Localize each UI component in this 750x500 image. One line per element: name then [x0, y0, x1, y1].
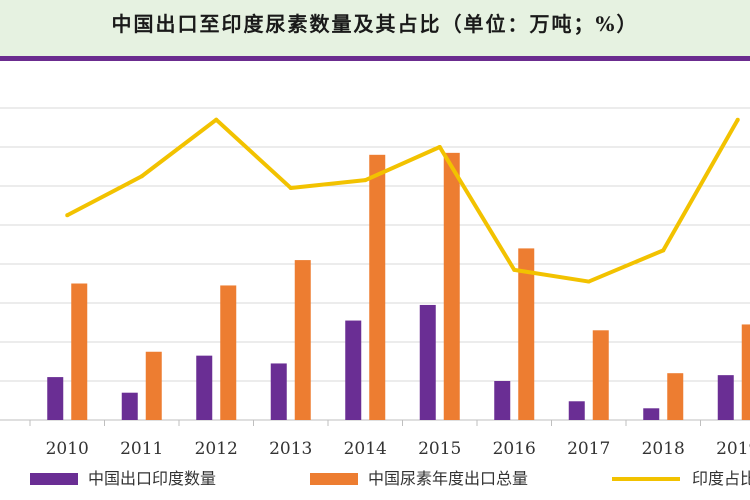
bar-total-export [294, 260, 311, 420]
x-tick-label: 2018 [642, 439, 685, 459]
title-divider [0, 56, 750, 61]
x-tick-label: 2014 [344, 439, 387, 459]
chart-title: 中国出口至印度尿素数量及其占比（单位：万吨；%） [111, 12, 639, 36]
bar-export-to-india [568, 401, 585, 420]
x-tick-label: 2016 [493, 439, 536, 459]
x-tick-label: 2019 [716, 439, 750, 459]
legend-swatch [30, 473, 78, 485]
bar-total-export [443, 152, 460, 420]
x-tick-label: 2017 [567, 439, 610, 459]
bar-total-export [518, 248, 535, 420]
legend-swatch [310, 473, 358, 485]
bar-total-export [667, 373, 684, 420]
line-point [139, 174, 144, 179]
legend-label: 中国尿素年度出口总量 [368, 469, 528, 488]
legend: 中国出口印度数量 中国尿素年度出口总量 印度占比 [30, 469, 750, 488]
bar-total-export [741, 324, 750, 420]
x-tick-label: 2011 [120, 439, 163, 459]
legend-label: 印度占比 [692, 469, 750, 488]
line-point [586, 279, 591, 284]
line-point [437, 145, 442, 149]
legend-label: 中国出口印度数量 [88, 469, 216, 488]
line-point [735, 117, 740, 122]
line-point [288, 185, 293, 190]
line-india-share [66, 117, 740, 284]
x-tick-label: 2013 [269, 439, 312, 459]
bar-export-to-india [494, 381, 511, 420]
x-axis: 2010 2011 2012 2013 2014 2015 2016 2017 2018 2019 [46, 439, 750, 459]
bar-export-to-india [121, 392, 138, 420]
bars [29, 152, 750, 426]
bar-export-to-india [270, 363, 287, 420]
legend-item: 中国尿素年度出口总量 [310, 469, 528, 488]
bar-export-to-india [643, 408, 660, 420]
title-bar [0, 0, 750, 56]
bar-export-to-india [345, 320, 362, 420]
share-line [65, 117, 740, 284]
line-point [214, 117, 219, 122]
legend-item: 印度占比 [612, 469, 750, 488]
bar-export-to-india [196, 355, 213, 420]
line-point [363, 178, 368, 183]
bar-total-export [71, 283, 88, 420]
line-point [65, 213, 70, 218]
line-point [512, 267, 517, 272]
legend-item: 中国出口印度数量 [30, 469, 216, 488]
bar-total-export [145, 351, 162, 420]
bar-total-export [369, 154, 386, 421]
x-tick-label: 2015 [418, 439, 461, 459]
bar-total-export [592, 330, 609, 420]
bar-export-to-india [717, 375, 734, 420]
line-point [661, 248, 666, 253]
x-tick-label: 2012 [195, 439, 238, 459]
bar-total-export [220, 285, 237, 420]
bar-export-to-india [419, 304, 436, 420]
x-tick-label: 2010 [46, 439, 89, 459]
bar-export-to-india [47, 377, 64, 420]
